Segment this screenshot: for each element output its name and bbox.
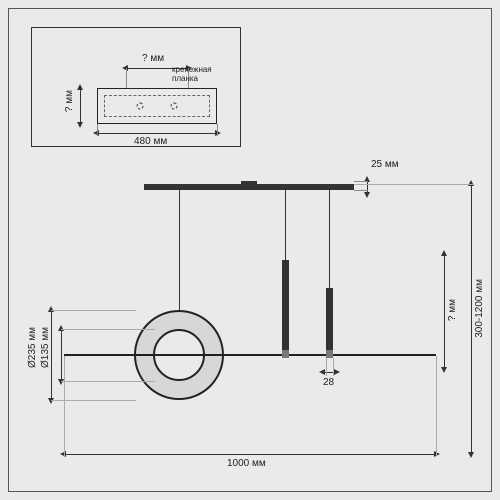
arrow-icon <box>215 130 221 136</box>
arrow-icon <box>122 65 128 71</box>
mounting-plate <box>97 88 217 124</box>
arrow-icon <box>434 451 440 457</box>
guide-line <box>326 358 327 376</box>
guide-line <box>64 356 65 456</box>
guide-line <box>97 124 98 136</box>
arrow-icon <box>441 367 447 373</box>
guide-line <box>354 190 368 191</box>
dim-drop-unknown: ? мм <box>447 299 458 321</box>
arrow-icon <box>334 369 340 375</box>
mounting-plate-label: крепежная планка <box>172 66 212 84</box>
dim-overall-width: 1000 мм <box>227 458 266 469</box>
guide-line <box>51 310 136 311</box>
dim-line <box>471 184 472 454</box>
arrow-icon <box>48 306 54 312</box>
inset-mounting-diagram: ? мм крепежная планка ? мм 480 мм <box>31 27 241 147</box>
dim-line <box>97 133 217 134</box>
guide-line <box>217 124 218 136</box>
guide-line <box>354 181 368 182</box>
mounting-hole <box>137 103 144 110</box>
suspension-cord <box>285 190 286 260</box>
guide-line <box>126 68 127 88</box>
dim-line <box>64 454 436 455</box>
dim-plate-width: 480 мм <box>134 136 167 147</box>
arrow-icon <box>58 325 64 331</box>
guide-line <box>61 329 155 330</box>
dim-ring-inner-diameter: Ø135 мм <box>40 327 51 368</box>
dim-canopy-height: 25 мм <box>371 159 399 170</box>
plate-inner-dash <box>104 95 210 117</box>
arrow-icon <box>77 84 83 90</box>
dim-tube-width: 28 <box>323 377 334 388</box>
dim-ring-outer-diameter: Ø235 мм <box>27 327 38 368</box>
suspension-cord <box>329 190 330 288</box>
arrow-icon <box>468 180 474 186</box>
arrow-icon <box>77 122 83 128</box>
mounting-hole <box>171 103 178 110</box>
dim-overall-height: 300-1200 мм <box>474 279 485 338</box>
guide-line <box>436 356 437 456</box>
arrow-icon <box>60 451 66 457</box>
arrow-icon <box>319 369 325 375</box>
label-line: крепежная планка <box>172 65 212 83</box>
suspension-cord <box>179 190 180 312</box>
guide-line <box>354 184 474 185</box>
arrow-icon <box>93 130 99 136</box>
pendant-tube <box>326 288 333 350</box>
dim-inset-height-unknown: ? мм <box>64 90 75 112</box>
horizontal-bar <box>64 354 436 356</box>
dim-line <box>51 310 52 400</box>
arrow-icon <box>364 192 370 198</box>
outer-frame: ? мм крепежная планка ? мм 480 мм <box>8 8 492 492</box>
pendant-tube <box>282 260 289 350</box>
pendant-tube-tip <box>282 350 289 358</box>
dim-inset-top-unknown: ? мм <box>142 53 164 64</box>
guide-line <box>61 381 155 382</box>
arrow-icon <box>441 250 447 256</box>
dim-line <box>444 254 445 369</box>
arrow-icon <box>468 452 474 458</box>
arrow-icon <box>48 398 54 404</box>
pendant-tube-tip <box>326 350 333 358</box>
guide-line <box>333 358 334 376</box>
dim-line <box>61 329 62 381</box>
ceiling-canopy <box>144 184 354 190</box>
dim-line <box>80 88 81 124</box>
ring-inner <box>153 329 205 381</box>
